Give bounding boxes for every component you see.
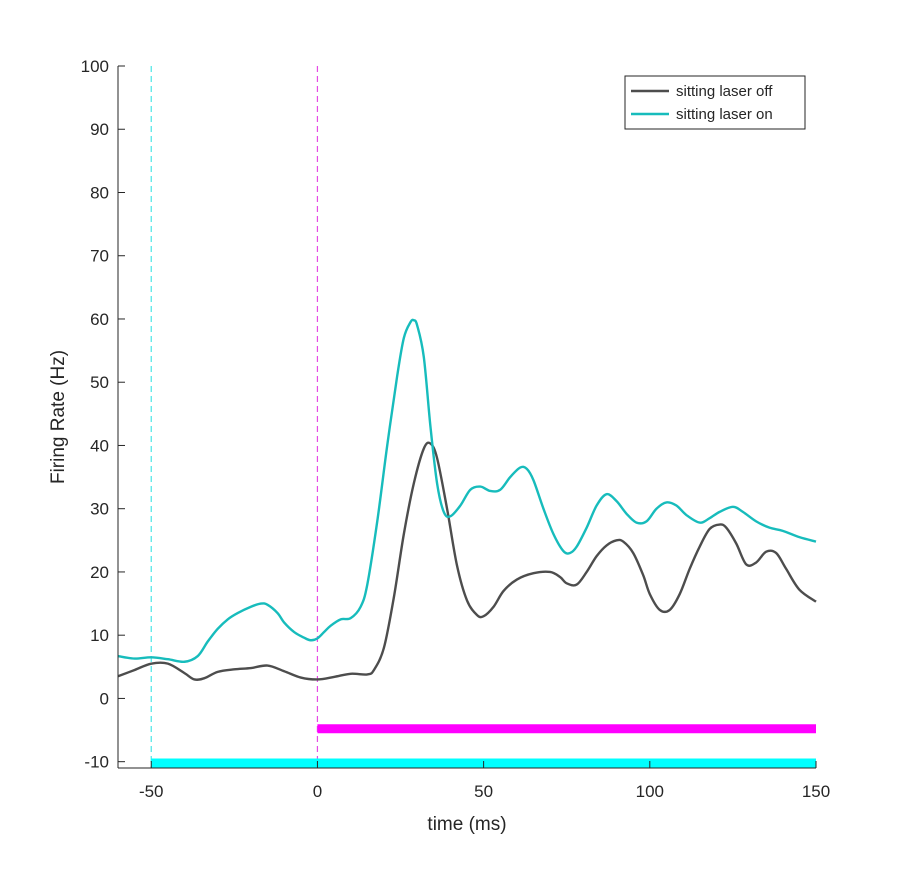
series-line-0 (117, 441, 817, 681)
y-tick-label: 10 (90, 626, 109, 645)
y-tick-label: 20 (90, 563, 109, 582)
x-tick-label: 50 (474, 782, 493, 801)
legend: sitting laser off sitting laser on (624, 75, 806, 130)
y-tick-label: 90 (90, 120, 109, 139)
x-tick-label: 100 (636, 782, 664, 801)
y-tick-label: 30 (90, 500, 109, 519)
legend-box (624, 75, 806, 130)
y-tick-label: 50 (90, 373, 109, 392)
y-tick-label: -10 (84, 753, 109, 772)
marker-layer (150, 66, 816, 768)
y-tick-label: 80 (90, 183, 109, 202)
series-layer (117, 318, 817, 681)
y-tick-label: 40 (90, 436, 109, 455)
y-tick-label: 70 (90, 247, 109, 266)
x-tick-label: -50 (139, 782, 164, 801)
series-line-1 (117, 318, 817, 664)
legend-label-laser-off: sitting laser off (676, 83, 773, 100)
legend-label-laser-on: sitting laser on (676, 106, 773, 123)
x-axis-label: time (ms) (427, 814, 506, 835)
y-tick-label: 60 (90, 310, 109, 329)
y-axis-label: Firing Rate (Hz) (48, 350, 69, 484)
y-tick-label: 0 (100, 689, 109, 708)
y-tick-label: 100 (81, 57, 109, 76)
tick-layer: -50 0 50 100 150 -10 0 10 20 30 40 50 60 70 80 90 100 (81, 57, 831, 801)
x-tick-label: 150 (802, 782, 830, 801)
axes-layer (117, 66, 816, 769)
x-tick-label: 0 (313, 782, 322, 801)
